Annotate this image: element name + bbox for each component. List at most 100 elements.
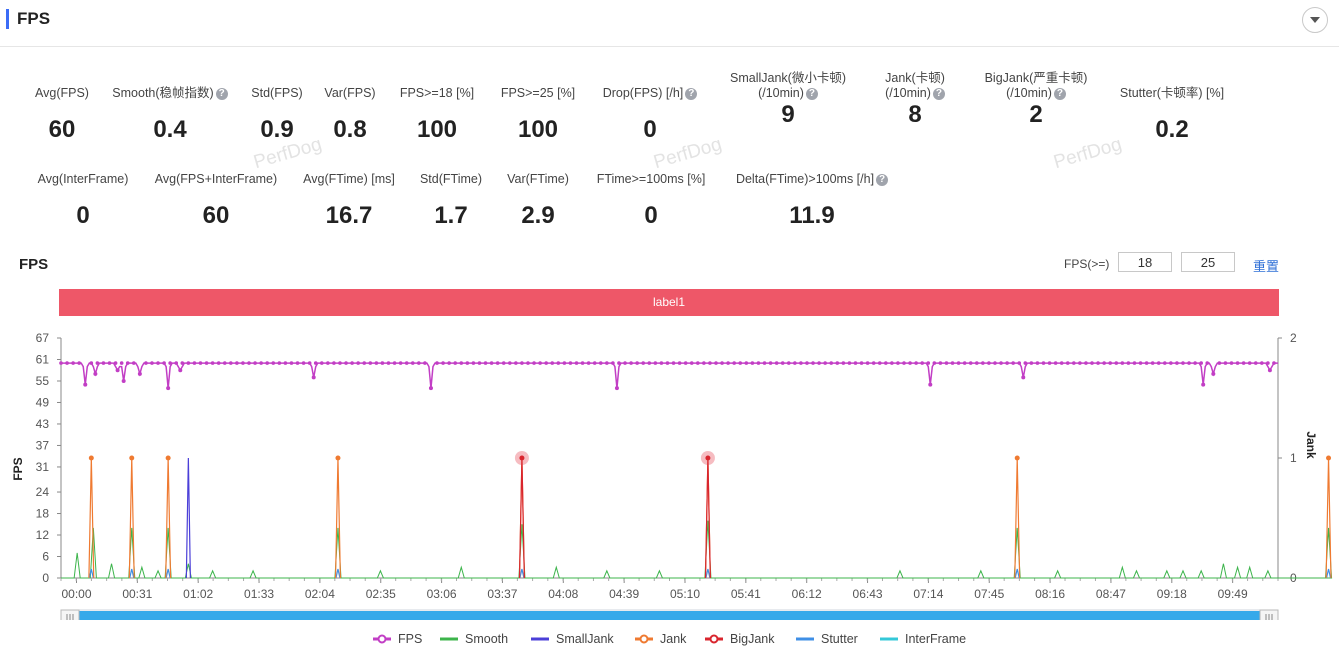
fps-point	[1266, 361, 1270, 365]
fps-point	[908, 361, 912, 365]
fps-point	[1090, 361, 1094, 365]
chart-title: FPS	[19, 256, 49, 273]
fps-dip-point	[137, 371, 142, 376]
fps-point	[732, 361, 736, 365]
fps-dip-point	[1201, 382, 1206, 387]
fps-point	[1126, 361, 1131, 365]
jank-point	[129, 455, 135, 461]
stat-label: Std(FTime)	[419, 172, 483, 186]
fps-point	[689, 361, 694, 365]
reset-link[interactable]: 重置	[1253, 259, 1280, 274]
legend-swatch	[796, 637, 814, 641]
threshold-input-1[interactable]	[1118, 252, 1172, 272]
legend-item-bigjank[interactable]: BigJank	[704, 632, 774, 646]
help-icon[interactable]: ?	[876, 173, 889, 186]
fps-point	[944, 361, 949, 365]
x-tick-label: 06:12	[792, 587, 822, 601]
stat-3-stats_row2: Avg(FTime) [ms] 16.7	[269, 172, 429, 230]
threshold-label: FPS(>=)	[1064, 257, 1110, 271]
fps-point	[386, 361, 391, 365]
help-icon[interactable]: ?	[215, 87, 228, 100]
stat-7-stats_row2: Delta(FTime)>100ms [/h]? 11.9	[732, 172, 892, 230]
stat-label: Avg(FPS)	[35, 86, 89, 100]
fps-point	[186, 361, 191, 365]
stat-4-stats_row2: Std(FTime) 1.7	[371, 172, 531, 230]
stat-value: 0.8	[333, 116, 367, 143]
fps-point	[271, 361, 276, 365]
fps-point	[871, 361, 876, 365]
fps-point	[1175, 361, 1179, 365]
series-fps	[61, 362, 1278, 389]
fps-dip-point	[93, 371, 98, 376]
legend-item-fps[interactable]: FPS	[372, 632, 422, 646]
y-tick-label: 55	[36, 374, 50, 388]
stat-label: Drop(FPS) [/h]?	[570, 86, 730, 101]
stat-9-stats_row1: Jank(卡顿) (/10min)? 8	[835, 71, 995, 129]
fps-point	[210, 361, 215, 365]
fps-point	[968, 361, 973, 365]
fps-point	[532, 361, 536, 365]
fps-point	[107, 361, 112, 365]
series-smooth	[61, 520, 1333, 579]
fps-point	[192, 361, 197, 365]
y-tick-label: 24	[36, 485, 50, 499]
fps-dip-point	[178, 368, 183, 373]
legend-item-smooth[interactable]: Smooth	[439, 632, 508, 646]
fps-point	[459, 361, 464, 365]
fps-point	[902, 361, 906, 365]
x-tick-label: 08:47	[1096, 587, 1126, 601]
legend-item-interframe[interactable]: InterFrame	[879, 632, 966, 646]
y-tick-label: 0	[42, 571, 49, 585]
stat-value: 2.9	[521, 202, 555, 229]
stat-label: FPS>=25 [%]	[500, 86, 576, 100]
fps-point	[307, 361, 312, 365]
stat-6-stats_row2: FTime>=100ms [%] 0	[571, 172, 731, 230]
fps-dip-point	[311, 375, 316, 380]
fps-point	[380, 361, 385, 365]
help-icon[interactable]: ?	[685, 87, 698, 100]
fps-point	[1205, 361, 1210, 365]
legend-item-jank[interactable]: Jank	[634, 632, 686, 646]
fps-point	[507, 361, 512, 365]
stat-label: Jank(卡顿)	[885, 71, 945, 85]
fps-point	[1132, 361, 1137, 365]
legend-swatch	[531, 637, 549, 641]
fps-point	[350, 361, 354, 365]
stat-value: 100	[416, 116, 458, 143]
threshold-input-2[interactable]	[1181, 252, 1235, 272]
fps-point	[144, 361, 148, 365]
stat-label: FPS>=18 [%]	[399, 86, 475, 100]
fps-point	[823, 361, 827, 365]
panel-header: FPS	[0, 0, 1339, 47]
fps-point	[423, 361, 427, 365]
fps-point	[1162, 361, 1167, 365]
legend-item-smalljank[interactable]: SmallJank	[530, 632, 614, 646]
fps-point	[477, 361, 482, 365]
stat-5-stats_row2: Var(FTime) 2.9	[458, 172, 618, 230]
fps-point	[101, 361, 106, 365]
fps-point	[962, 361, 967, 365]
fps-point	[659, 361, 664, 365]
stat-value: 0.2	[1155, 116, 1189, 143]
fps-dip-point	[428, 386, 433, 391]
fps-point	[495, 361, 500, 365]
accent-bar	[6, 9, 9, 29]
legend-item-stutter[interactable]: Stutter	[795, 632, 858, 646]
fps-point	[453, 361, 458, 365]
y-tick-label: 49	[36, 395, 50, 409]
fps-point	[1235, 361, 1240, 365]
fps-point	[1247, 361, 1252, 365]
collapse-button[interactable]	[1302, 7, 1328, 33]
fps-point	[896, 361, 900, 365]
jank-point	[1014, 455, 1020, 461]
fps-point	[829, 361, 834, 365]
fps-point	[1011, 361, 1015, 365]
fps-point	[665, 361, 670, 365]
help-icon[interactable]: ?	[932, 87, 945, 100]
fps-point	[441, 361, 445, 365]
help-icon[interactable]: ?	[1053, 87, 1066, 100]
help-icon[interactable]: ?	[805, 87, 818, 100]
label-bar[interactable]: label1	[59, 289, 1279, 316]
stat-value: 11.9	[789, 202, 835, 229]
